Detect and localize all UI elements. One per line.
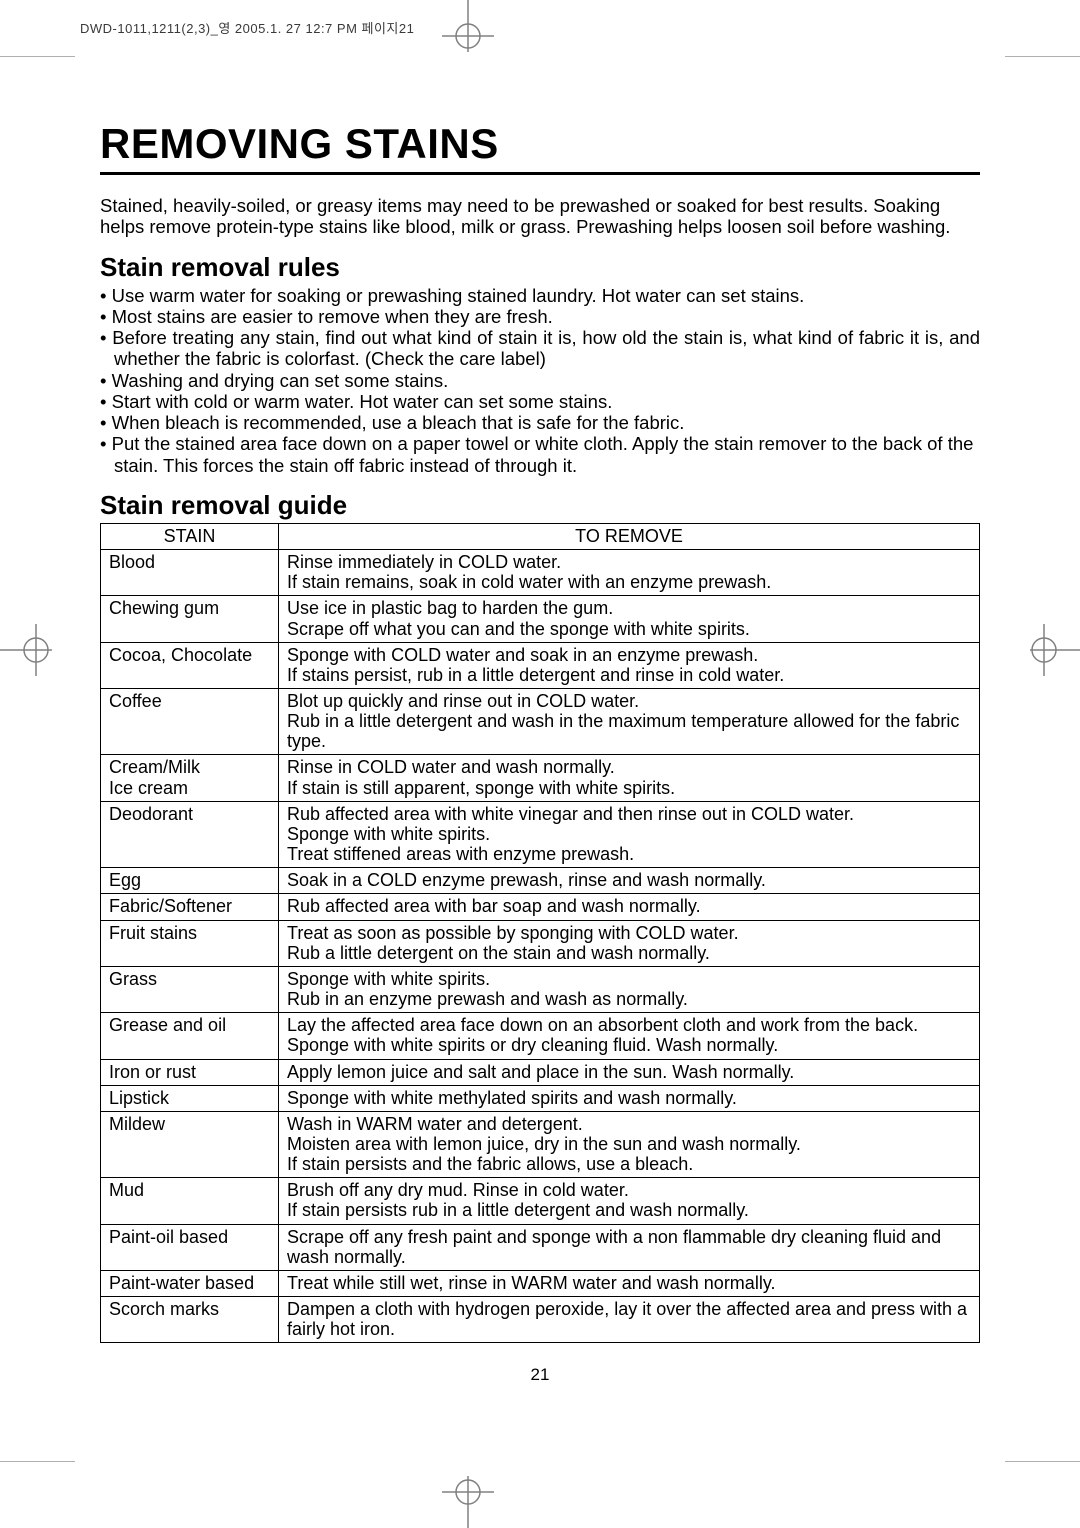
stain-cell: Blood bbox=[101, 550, 279, 596]
stain-guide-table: STAIN TO REMOVE BloodRinse immediately i… bbox=[100, 523, 980, 1343]
remove-cell: Sponge with white methylated spirits and… bbox=[279, 1085, 980, 1111]
stain-cell: Fruit stains bbox=[101, 920, 279, 966]
remove-cell: Apply lemon juice and salt and place in … bbox=[279, 1059, 980, 1085]
rules-list: Use warm water for soaking or prewashing… bbox=[100, 285, 980, 476]
stain-cell: Chewing gum bbox=[101, 596, 279, 642]
page-content: REMOVING STAINS Stained, heavily-soiled,… bbox=[100, 120, 980, 1385]
remove-cell: Rinse in COLD water and wash normally.If… bbox=[279, 755, 980, 801]
stain-cell: Mud bbox=[101, 1178, 279, 1224]
table-row: MudBrush off any dry mud. Rinse in cold … bbox=[101, 1178, 980, 1224]
stain-cell: Paint-oil based bbox=[101, 1224, 279, 1270]
table-row: Chewing gumUse ice in plastic bag to har… bbox=[101, 596, 980, 642]
table-row: Fabric/SoftenerRub affected area with ba… bbox=[101, 894, 980, 920]
rule-item: Most stains are easier to remove when th… bbox=[100, 306, 980, 327]
remove-cell: Rinse immediately in COLD water.If stain… bbox=[279, 550, 980, 596]
rules-heading: Stain removal rules bbox=[100, 252, 980, 283]
page-number: 21 bbox=[100, 1365, 980, 1385]
rule-item: Start with cold or warm water. Hot water… bbox=[100, 391, 980, 412]
remove-cell: Use ice in plastic bag to harden the gum… bbox=[279, 596, 980, 642]
crop-mark-bottom bbox=[438, 1468, 498, 1528]
trim-line bbox=[0, 56, 75, 57]
stain-cell: Coffee bbox=[101, 689, 279, 755]
rule-item: When bleach is recommended, use a bleach… bbox=[100, 412, 980, 433]
stain-cell: Grease and oil bbox=[101, 1013, 279, 1059]
remove-cell: Sponge with COLD water and soak in an en… bbox=[279, 642, 980, 688]
trim-line bbox=[0, 1461, 75, 1462]
table-row: Iron or rustApply lemon juice and salt a… bbox=[101, 1059, 980, 1085]
stain-cell: Deodorant bbox=[101, 801, 279, 867]
table-row: Paint-water basedTreat while still wet, … bbox=[101, 1270, 980, 1296]
rule-item: Washing and drying can set some stains. bbox=[100, 370, 980, 391]
rule-item: Before treating any stain, find out what… bbox=[100, 327, 980, 370]
table-row: Paint-oil basedScrape off any fresh pain… bbox=[101, 1224, 980, 1270]
stain-cell: Mildew bbox=[101, 1111, 279, 1177]
remove-cell: Treat as soon as possible by sponging wi… bbox=[279, 920, 980, 966]
remove-cell: Rub affected area with white vinegar and… bbox=[279, 801, 980, 867]
remove-cell: Brush off any dry mud. Rinse in cold wat… bbox=[279, 1178, 980, 1224]
intro-paragraph: Stained, heavily-soiled, or greasy items… bbox=[100, 195, 980, 238]
remove-cell: Soak in a COLD enzyme prewash, rinse and… bbox=[279, 868, 980, 894]
rule-item: Put the stained area face down on a pape… bbox=[100, 433, 980, 476]
remove-cell: Blot up quickly and rinse out in COLD wa… bbox=[279, 689, 980, 755]
table-row: Cream/MilkIce creamRinse in COLD water a… bbox=[101, 755, 980, 801]
table-header-row: STAIN TO REMOVE bbox=[101, 523, 980, 549]
col-header-stain: STAIN bbox=[101, 523, 279, 549]
remove-cell: Wash in WARM water and detergent.Moisten… bbox=[279, 1111, 980, 1177]
crop-mark-left bbox=[0, 620, 60, 680]
table-row: EggSoak in a COLD enzyme prewash, rinse … bbox=[101, 868, 980, 894]
table-row: CoffeeBlot up quickly and rinse out in C… bbox=[101, 689, 980, 755]
stain-cell: Grass bbox=[101, 966, 279, 1012]
remove-cell: Treat while still wet, rinse in WARM wat… bbox=[279, 1270, 980, 1296]
print-header: DWD-1011,1211(2,3)_영 2005.1. 27 12:7 PM … bbox=[80, 18, 414, 37]
stain-cell: Fabric/Softener bbox=[101, 894, 279, 920]
crop-mark-top bbox=[438, 0, 498, 60]
table-row: Fruit stainsTreat as soon as possible by… bbox=[101, 920, 980, 966]
remove-cell: Sponge with white spirits.Rub in an enzy… bbox=[279, 966, 980, 1012]
crop-mark-right bbox=[1020, 620, 1080, 680]
trim-line bbox=[1005, 1461, 1080, 1462]
table-row: Scorch marksDampen a cloth with hydrogen… bbox=[101, 1297, 980, 1343]
stain-cell: Paint-water based bbox=[101, 1270, 279, 1296]
table-row: MildewWash in WARM water and detergent.M… bbox=[101, 1111, 980, 1177]
stain-cell: Cocoa, Chocolate bbox=[101, 642, 279, 688]
table-row: LipstickSponge with white methylated spi… bbox=[101, 1085, 980, 1111]
stain-cell: Scorch marks bbox=[101, 1297, 279, 1343]
stain-cell: Egg bbox=[101, 868, 279, 894]
stain-cell: Lipstick bbox=[101, 1085, 279, 1111]
table-row: DeodorantRub affected area with white vi… bbox=[101, 801, 980, 867]
remove-cell: Rub affected area with bar soap and wash… bbox=[279, 894, 980, 920]
stain-cell: Cream/MilkIce cream bbox=[101, 755, 279, 801]
remove-cell: Scrape off any fresh paint and sponge wi… bbox=[279, 1224, 980, 1270]
guide-heading: Stain removal guide bbox=[100, 490, 980, 521]
table-row: BloodRinse immediately in COLD water.If … bbox=[101, 550, 980, 596]
table-row: Cocoa, ChocolateSponge with COLD water a… bbox=[101, 642, 980, 688]
trim-line bbox=[1005, 56, 1080, 57]
table-row: Grease and oilLay the affected area face… bbox=[101, 1013, 980, 1059]
remove-cell: Dampen a cloth with hydrogen peroxide, l… bbox=[279, 1297, 980, 1343]
page-title: REMOVING STAINS bbox=[100, 120, 980, 175]
stain-cell: Iron or rust bbox=[101, 1059, 279, 1085]
col-header-remove: TO REMOVE bbox=[279, 523, 980, 549]
table-row: GrassSponge with white spirits.Rub in an… bbox=[101, 966, 980, 1012]
remove-cell: Lay the affected area face down on an ab… bbox=[279, 1013, 980, 1059]
rule-item: Use warm water for soaking or prewashing… bbox=[100, 285, 980, 306]
